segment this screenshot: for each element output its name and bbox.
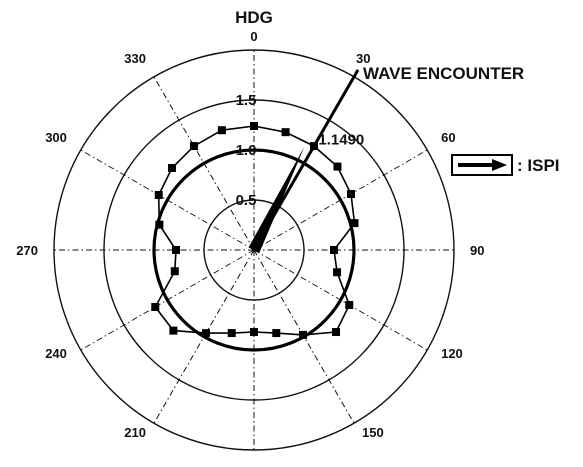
data-point (151, 303, 160, 311)
radial-tick-0.5: 0.5 (236, 192, 257, 209)
data-point (170, 267, 179, 276)
angle-tick-60: 60 (441, 130, 455, 145)
angle-tick-150: 150 (362, 425, 384, 440)
data-point (346, 190, 355, 198)
wave-encounter-label: WAVE ENCOUNTER (363, 64, 524, 83)
angle-tick-240: 240 (45, 346, 67, 361)
data-point (154, 191, 163, 199)
data-point (172, 246, 180, 254)
data-point (202, 329, 210, 338)
radial-tick-1.0: 1.0 (236, 142, 257, 159)
data-point (155, 220, 164, 229)
ispi-arrow (248, 146, 305, 253)
data-point (350, 219, 359, 228)
data-point (333, 162, 342, 171)
data-point (332, 328, 341, 337)
data-point (299, 330, 307, 339)
data-point (190, 142, 198, 151)
data-point (333, 268, 342, 277)
angle-tick-120: 120 (441, 346, 463, 361)
data-point (217, 126, 226, 135)
angle-tick-210: 210 (124, 425, 146, 440)
angle-tick-90: 90 (470, 243, 484, 258)
radial-tick-1.5: 1.5 (236, 92, 257, 109)
data-point (169, 326, 178, 335)
grid-circle (53, 49, 455, 451)
reference-circle-group (152, 148, 356, 352)
angle-tick-270: 270 (16, 243, 38, 258)
data-point (167, 163, 176, 172)
angle-tick-0: 0 (250, 29, 257, 44)
data-point (345, 301, 354, 309)
data-point (281, 128, 290, 137)
legend: : ISPI (451, 154, 560, 176)
angle-tick-300: 300 (45, 130, 67, 145)
data-point (272, 329, 281, 338)
legend-label: : ISPI (517, 156, 560, 175)
chart-title: HDG (235, 8, 273, 27)
data-point (330, 246, 338, 254)
data-point (250, 122, 258, 130)
arrow-group (248, 69, 360, 253)
data-point (250, 328, 258, 336)
legend-arrow-head (492, 159, 507, 171)
data-point (227, 329, 236, 338)
reference-circle (152, 148, 356, 352)
labels-group: HDG03060901201501802102402703003300.51.0… (16, 8, 524, 440)
arrow-value-label: 1.1490 (318, 132, 364, 149)
angle-tick-330: 330 (124, 51, 146, 66)
angle-tick-30: 30 (356, 51, 370, 66)
